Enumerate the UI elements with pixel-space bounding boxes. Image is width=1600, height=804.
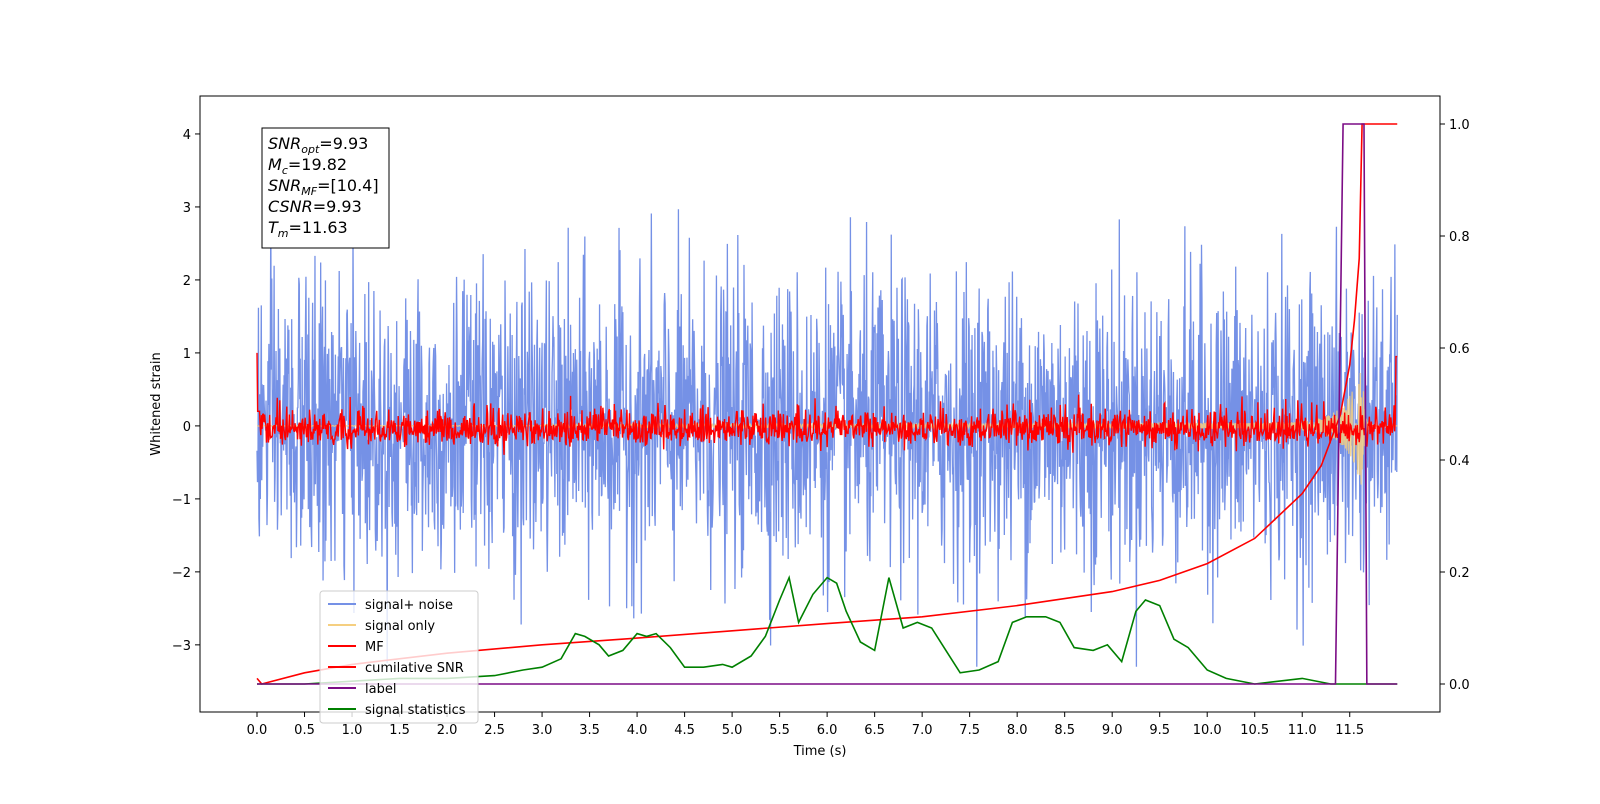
legend-label-mf: MF [365,640,384,655]
series-mf-line [256,352,1398,455]
x-tick-label: 2.5 [484,723,505,738]
x-tick-label: 0.5 [294,723,315,738]
y2-tick-label: 0.8 [1449,230,1470,245]
x-tick-label: 4.0 [627,723,648,738]
info-csnr: CSNR=9.93 [268,197,362,216]
legend-label-signal: signal only [365,619,435,634]
x-tick-label: 0.0 [247,723,268,738]
x-tick-label: 10.0 [1193,723,1222,738]
y-tick-label: 2 [183,274,191,289]
legend-label-csnr: cumilative SNR [365,661,464,676]
legend-frame [319,590,479,724]
x-tick-label: 10.5 [1240,723,1269,738]
plot-frame [199,95,1441,713]
x-tick-label: 8.5 [1054,723,1075,738]
info-box: SNRopt=9.93Mc=19.82SNRMF=[10.4]CSNR=9.93… [261,127,390,249]
x-tick-label: 9.5 [1149,723,1170,738]
x-tick-label: 3.5 [579,723,600,738]
x-tick-label: 5.5 [769,723,790,738]
x-tick-label: 9.0 [1102,723,1123,738]
y-axis-label: Whitened strain [149,352,164,455]
x-tick-label: 11.5 [1335,723,1364,738]
y-tick-label: 3 [183,201,191,216]
info-box-frame [261,127,390,249]
x-tick-label: 3.0 [532,723,553,738]
x-tick-label: 6.0 [817,723,838,738]
info-snr-mf: SNRMF=[10.4] [268,176,379,198]
info-snr-opt: SNRopt=9.93 [268,134,368,156]
x-tick-label: 4.5 [674,723,695,738]
y2-tick-label: 0.6 [1449,342,1470,357]
x-tick-label: 6.5 [864,723,885,738]
y2-tick-label: 0.4 [1449,454,1470,469]
x-tick-label: 2.0 [437,723,458,738]
legend: signal+ noise signal only MF cumilative SNR… [319,590,479,724]
info-tm: Tm=11.63 [268,218,348,240]
legend-label-label: label [365,682,396,697]
info-mc: Mc=19.82 [268,155,347,177]
series-label-line [257,123,1398,685]
series-signal-statistics-line [257,574,1398,685]
y-tick-label: −2 [172,566,191,581]
y-tick-label: 1 [183,347,191,362]
axis-layer: 0.0 0.5 1.0 1.5 2.0 2.5 3.0 3.5 4.0 4.5 5.0 5.5 6.0 6… [172,118,1470,738]
y2-tick-label: 0.2 [1449,566,1470,581]
y-tick-label: 4 [183,128,191,143]
x-tick-label: 11.0 [1288,723,1317,738]
y-tick-label: 0 [183,420,191,435]
x-tick-label: 5.0 [722,723,743,738]
legend-label-noise: signal+ noise [365,598,453,613]
x-axis-label: Time (s) [793,744,847,759]
x-tick-label: 7.5 [959,723,980,738]
y-tick-label: −1 [172,493,191,508]
x-tick-label: 1.0 [342,723,363,738]
y2-tick-label: 0.0 [1449,678,1470,693]
x-tick-label: 7.0 [912,723,933,738]
x-tick-label: 1.5 [389,723,410,738]
y-tick-label: −3 [172,639,191,654]
legend-label-stats: signal statistics [365,703,466,718]
y2-tick-label: 1.0 [1449,118,1470,133]
x-tick-label: 8.0 [1007,723,1028,738]
